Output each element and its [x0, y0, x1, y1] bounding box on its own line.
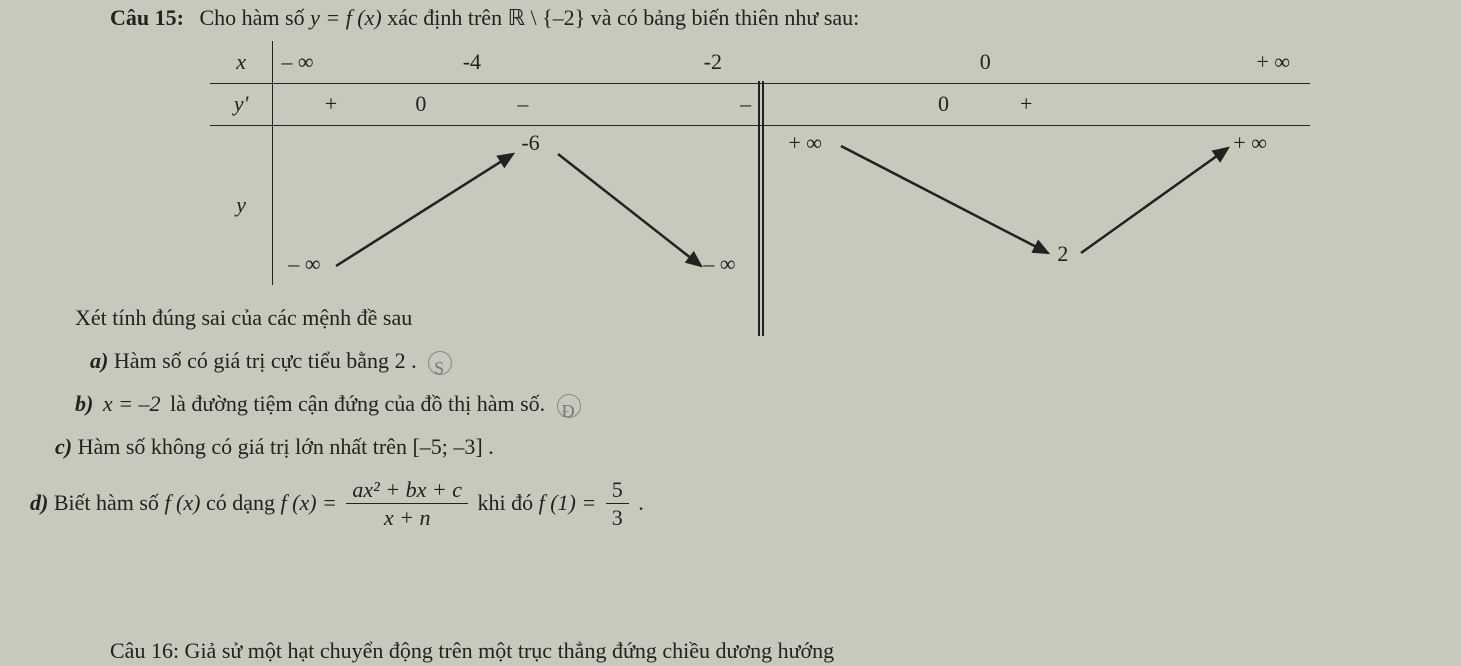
- rn: 5: [606, 477, 629, 504]
- dt3: khi đó: [477, 490, 538, 515]
- xv1: -4: [367, 41, 577, 83]
- opt-d: d) Biết hàm số f (x) có dạng f (x) = ax²…: [30, 469, 1431, 533]
- opt-a: a) Hàm số có giá trị cực tiểu bằng 2 .: [75, 340, 1431, 383]
- arrow-down-1: [553, 144, 713, 274]
- s0: +: [273, 83, 367, 125]
- mark-a-icon: [428, 351, 452, 375]
- q-num: Câu 15:: [110, 5, 184, 30]
- fn: ax² + bx + c: [346, 477, 468, 504]
- t1: Cho hàm số: [199, 5, 310, 30]
- s-cell2: –: [577, 83, 849, 125]
- at1: Hàm số có giá trị cực tiểu bằng: [114, 348, 395, 373]
- xv4: + ∞: [1121, 41, 1310, 83]
- xv3: 0: [849, 41, 1121, 83]
- s5: 0: [938, 91, 949, 116]
- xv0: – ∞: [273, 41, 367, 83]
- dd: .: [638, 490, 644, 515]
- question-header: Câu 15: Cho hàm số y = f (x) xác định tr…: [30, 5, 1431, 31]
- opt-b: b) x = –2 là đường tiệm cận đứng của đồ …: [75, 383, 1431, 426]
- x-label: x: [210, 41, 273, 83]
- s2: –: [517, 91, 528, 116]
- t3: và có bảng biến thiên như sau:: [591, 5, 860, 30]
- y-label: y: [210, 125, 273, 285]
- av: 2: [395, 348, 406, 373]
- df1: f (1) =: [539, 490, 602, 515]
- bl: b): [75, 391, 93, 416]
- t2: xác định trên: [387, 5, 507, 30]
- s4: –: [740, 91, 751, 116]
- rd: 3: [606, 504, 629, 533]
- yl3: + ∞: [788, 130, 822, 156]
- s-cell1: 0 –: [367, 83, 577, 125]
- yp-label: y': [210, 83, 273, 125]
- fd: x + n: [346, 504, 468, 533]
- arrow-up-1: [328, 144, 528, 274]
- next-question-cut: Câu 16: Giả sử một hạt chuyển động trên …: [110, 638, 834, 664]
- bt: là đường tiệm cận đứng của đồ thị hàm số…: [170, 391, 545, 416]
- arrow-down-2: [833, 138, 1063, 266]
- dom: ℝ \ {–2}: [508, 5, 586, 30]
- ci: [–5; –3]: [412, 434, 482, 459]
- cd: .: [488, 434, 494, 459]
- xv2: -2: [577, 41, 849, 83]
- yl0: – ∞: [288, 251, 320, 277]
- question-body: Xét tính đúng sai của các mệnh đề sau a)…: [30, 297, 1431, 533]
- frac2: 5 3: [606, 477, 629, 533]
- dl: d): [30, 490, 48, 515]
- intro: Xét tính đúng sai của các mệnh đề sau: [75, 297, 1431, 340]
- ct: Hàm số không có giá trị lớn nhất trên: [78, 434, 413, 459]
- eq: y = f (x): [310, 5, 382, 30]
- at2: .: [411, 348, 417, 373]
- dt2: có dạng: [206, 490, 281, 515]
- mark-b-icon: [557, 394, 581, 418]
- s6: +: [1020, 91, 1032, 116]
- beq: x = –2: [103, 391, 161, 416]
- frac1: ax² + bx + c x + n: [346, 477, 468, 533]
- asymptote-bar: [758, 81, 764, 336]
- dfx: f (x): [164, 490, 200, 515]
- dt1: Biết hàm số: [54, 490, 165, 515]
- s1: 0: [415, 91, 426, 116]
- x-row: x – ∞ -4 -2 0 + ∞: [210, 41, 1310, 83]
- y-graph-cell: – ∞ -6 – ∞ + ∞ 2 + ∞: [273, 125, 1310, 285]
- opt-c: c) Hàm số không có giá trị lớn nhất trên…: [55, 426, 1431, 469]
- al: a): [90, 348, 108, 373]
- arrow-up-2: [1073, 138, 1243, 266]
- dfx2: f (x) =: [281, 490, 343, 515]
- cl: c): [55, 434, 72, 459]
- s-cell3: 0 +: [849, 83, 1121, 125]
